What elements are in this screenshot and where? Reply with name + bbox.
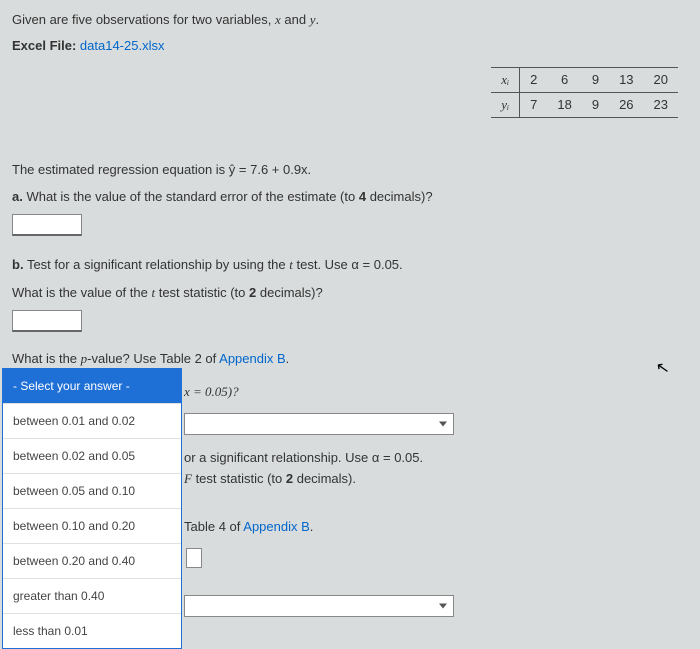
fragment-significance: or a significant relationship. Use α = 0…: [184, 448, 454, 490]
cell: 18: [547, 92, 581, 117]
qa-dec: 4: [359, 189, 366, 204]
question-a: a. What is the value of the standard err…: [12, 187, 688, 207]
dropdown-option[interactable]: between 0.20 and 0.40: [3, 544, 181, 579]
question-b: b. Test for a significant relationship b…: [12, 255, 688, 275]
question-b2: What is the value of the t test statisti…: [12, 283, 688, 303]
answer-input-a[interactable]: [12, 214, 82, 236]
dropdown-option[interactable]: - Select your answer -: [3, 369, 181, 404]
dropdown-option[interactable]: between 0.01 and 0.02: [3, 404, 181, 439]
frag3-end: .: [310, 519, 314, 534]
intro-prefix: Given are five observations for two vari…: [12, 12, 275, 27]
qb2-end: decimals)?: [256, 285, 322, 300]
file-link[interactable]: data14-25.xlsx: [80, 38, 165, 53]
qb2-pre: What is the value of the: [12, 285, 151, 300]
appendix-b-link[interactable]: Appendix B: [243, 519, 310, 534]
pvalue-dropdown-panel[interactable]: - Select your answer - between 0.01 and …: [2, 368, 182, 649]
file-line: Excel File: data14-25.xlsx: [12, 38, 688, 53]
qb-rest: test. Use α = 0.05.: [293, 257, 403, 272]
cell: 26: [609, 92, 643, 117]
conclusion-select-2[interactable]: [184, 595, 454, 617]
frag2b-rest: test statistic (to: [192, 471, 286, 486]
equation-line: The estimated regression equation is ŷ =…: [12, 162, 688, 177]
data-table: xᵢ 2 6 9 13 20 yᵢ 7 18 9 26 23: [491, 67, 678, 118]
cell: 20: [644, 67, 678, 92]
dropdown-option[interactable]: less than 0.01: [3, 614, 181, 648]
cell: 13: [609, 67, 643, 92]
appendix-link[interactable]: Appendix B: [219, 351, 286, 366]
qb-label: b.: [12, 257, 24, 272]
answer-input-b[interactable]: [12, 310, 82, 332]
fragment-alpha: x = 0.05)?: [184, 382, 454, 403]
row-label-x: xᵢ: [491, 67, 519, 92]
pq-pre: What is the: [12, 351, 81, 366]
f-var: F: [184, 471, 192, 486]
dropdown-option[interactable]: between 0.10 and 0.20: [3, 509, 181, 544]
qa-label: a.: [12, 189, 23, 204]
dropdown-option[interactable]: between 0.02 and 0.05: [3, 439, 181, 474]
cell: 9: [582, 92, 609, 117]
cell: 9: [582, 67, 609, 92]
intro-end: .: [316, 12, 320, 27]
row-label-y: yᵢ: [491, 92, 519, 117]
dropdown-option[interactable]: greater than 0.40: [3, 579, 181, 614]
chevron-down-icon: [439, 604, 447, 609]
frag3-pre: Table 4 of: [184, 519, 243, 534]
frag2a: or a significant relationship. Use α = 0…: [184, 450, 423, 465]
cell: 7: [520, 92, 548, 117]
intro-text: Given are five observations for two vari…: [12, 10, 688, 30]
pvalue-question: What is the p-value? Use Table 2 of Appe…: [12, 349, 688, 369]
conclusion-select[interactable]: [184, 413, 454, 435]
file-label: Excel File:: [12, 38, 80, 53]
cell: 23: [644, 92, 678, 117]
pq-mid: -value? Use Table 2 of: [87, 351, 219, 366]
fragment-table4: Table 4 of Appendix B.: [184, 517, 454, 538]
qb2-post: test statistic (to: [155, 285, 249, 300]
fragment1-text: x = 0.05)?: [184, 384, 239, 399]
cell: 2: [520, 67, 548, 92]
frag2b-end: decimals).: [293, 471, 356, 486]
table-row: yᵢ 7 18 9 26 23: [491, 92, 678, 117]
chevron-down-icon: [439, 421, 447, 426]
table-row: xᵢ 2 6 9 13 20: [491, 67, 678, 92]
qa-text: What is the value of the standard error …: [23, 189, 359, 204]
qb-text: Test for a significant relationship by u…: [24, 257, 290, 272]
qa-end: decimals)?: [366, 189, 432, 204]
intro-and: and: [281, 12, 310, 27]
dropdown-option[interactable]: between 0.05 and 0.10: [3, 474, 181, 509]
small-input-fragment[interactable]: [186, 548, 202, 568]
pq-end: .: [286, 351, 290, 366]
cell: 6: [547, 67, 581, 92]
